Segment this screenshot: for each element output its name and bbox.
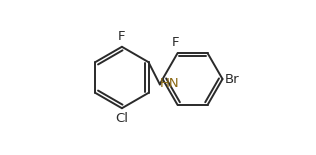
Text: F: F [172,36,179,49]
Text: HN: HN [160,77,179,90]
Text: Cl: Cl [115,112,128,125]
Text: F: F [118,30,126,43]
Text: Br: Br [225,73,240,86]
